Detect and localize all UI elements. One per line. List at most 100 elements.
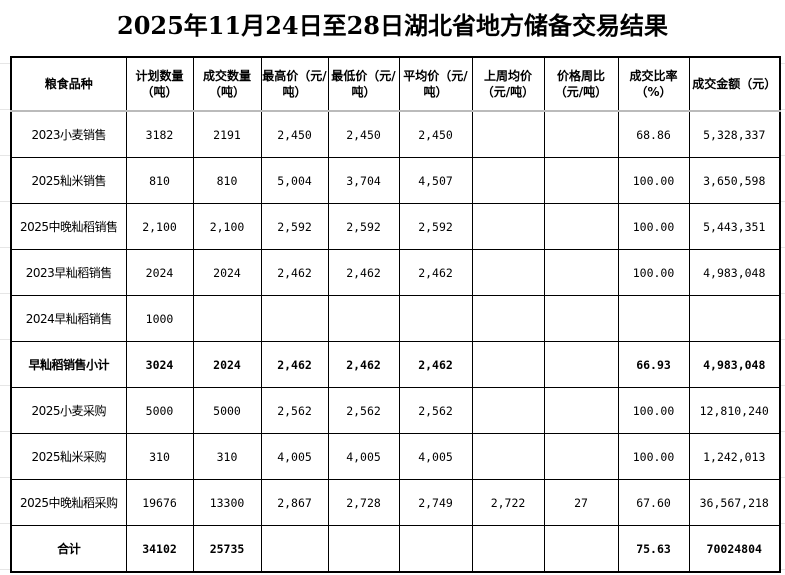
cell-last-week-avg[interactable] [471,525,545,573]
cell-planned-qty[interactable]: 19676 [125,479,194,526]
cell-planned-qty[interactable]: 1000 [125,295,194,342]
cell-avg-price[interactable] [398,295,473,342]
cell-max-price[interactable]: 2,867 [260,479,329,526]
cell-avg-price[interactable]: 2,749 [398,479,473,526]
cell-traded-qty[interactable]: 2024 [192,341,262,388]
cell-trade-rate[interactable]: 100.00 [617,157,690,204]
cell-min-price[interactable] [327,525,400,573]
cell-traded-qty[interactable]: 2024 [192,249,262,296]
cell-week-change[interactable] [543,110,619,158]
cell-max-price[interactable]: 5,004 [260,157,329,204]
cell-grain-type[interactable]: 2025籼米采购 [10,433,127,480]
cell-max-price[interactable] [260,525,329,573]
cell-planned-qty[interactable]: 2024 [125,249,194,296]
cell-week-change[interactable] [543,341,619,388]
cell-week-change[interactable] [543,157,619,204]
cell-last-week-avg[interactable] [471,387,545,434]
cell-week-change[interactable] [543,525,619,573]
cell-max-price[interactable] [260,295,329,342]
cell-trade-rate[interactable]: 100.00 [617,203,690,250]
cell-planned-qty[interactable]: 3024 [125,341,194,388]
cell-trade-rate[interactable]: 100.00 [617,387,690,434]
cell-trade-amount[interactable]: 4,983,048 [688,341,781,388]
cell-traded-qty[interactable]: 13300 [192,479,262,526]
cell-trade-rate[interactable]: 66.93 [617,341,690,388]
cell-planned-qty[interactable]: 310 [125,433,194,480]
cell-min-price[interactable]: 2,592 [327,203,400,250]
cell-min-price[interactable]: 4,005 [327,433,400,480]
cell-max-price[interactable]: 2,562 [260,387,329,434]
cell-max-price[interactable]: 2,450 [260,110,329,158]
cell-planned-qty[interactable]: 34102 [125,525,194,573]
cell-week-change[interactable] [543,249,619,296]
cell-planned-qty[interactable]: 3182 [125,110,194,158]
cell-min-price[interactable]: 2,462 [327,249,400,296]
cell-trade-amount[interactable]: 5,328,337 [688,110,781,158]
cell-week-change[interactable] [543,203,619,250]
cell-last-week-avg[interactable] [471,295,545,342]
cell-grain-type[interactable]: 早籼稻销售小计 [10,341,127,388]
cell-grain-type[interactable]: 2023早籼稻销售 [10,249,127,296]
cell-avg-price[interactable]: 2,462 [398,249,473,296]
cell-grain-type[interactable]: 合计 [10,525,127,573]
cell-min-price[interactable]: 2,462 [327,341,400,388]
cell-last-week-avg[interactable]: 2,722 [471,479,545,526]
cell-trade-amount[interactable]: 70024804 [688,525,781,573]
cell-trade-rate[interactable]: 67.60 [617,479,690,526]
cell-trade-amount[interactable]: 4,983,048 [688,249,781,296]
cell-traded-qty[interactable]: 5000 [192,387,262,434]
cell-trade-rate[interactable]: 68.86 [617,110,690,158]
cell-trade-amount[interactable]: 1,242,013 [688,433,781,480]
cell-min-price[interactable]: 2,562 [327,387,400,434]
cell-min-price[interactable]: 3,704 [327,157,400,204]
cell-traded-qty[interactable]: 310 [192,433,262,480]
cell-last-week-avg[interactable] [471,157,545,204]
cell-avg-price[interactable]: 2,592 [398,203,473,250]
cell-avg-price[interactable]: 2,462 [398,341,473,388]
cell-trade-amount[interactable]: 3,650,598 [688,157,781,204]
cell-last-week-avg[interactable] [471,203,545,250]
cell-avg-price[interactable]: 4,005 [398,433,473,480]
cell-max-price[interactable]: 2,462 [260,249,329,296]
cell-week-change[interactable] [543,433,619,480]
cell-min-price[interactable]: 2,450 [327,110,400,158]
cell-traded-qty[interactable]: 25735 [192,525,262,573]
cell-traded-qty[interactable]: 810 [192,157,262,204]
cell-avg-price[interactable]: 4,507 [398,157,473,204]
cell-trade-rate[interactable]: 75.63 [617,525,690,573]
cell-trade-amount[interactable] [688,295,781,342]
cell-planned-qty[interactable]: 5000 [125,387,194,434]
cell-traded-qty[interactable]: 2191 [192,110,262,158]
cell-avg-price[interactable]: 2,562 [398,387,473,434]
cell-week-change[interactable]: 27 [543,479,619,526]
cell-grain-type[interactable]: 2025小麦采购 [10,387,127,434]
cell-grain-type[interactable]: 2023小麦销售 [10,110,127,158]
cell-trade-rate[interactable]: 100.00 [617,249,690,296]
cell-trade-amount[interactable]: 5,443,351 [688,203,781,250]
cell-avg-price[interactable]: 2,450 [398,110,473,158]
cell-last-week-avg[interactable] [471,433,545,480]
cell-planned-qty[interactable]: 2,100 [125,203,194,250]
cell-grain-type[interactable]: 2025中晚籼稻销售 [10,203,127,250]
cell-trade-amount[interactable]: 36,567,218 [688,479,781,526]
cell-grain-type[interactable]: 2025籼米销售 [10,157,127,204]
cell-max-price[interactable]: 2,592 [260,203,329,250]
cell-traded-qty[interactable]: 2,100 [192,203,262,250]
cell-trade-rate[interactable]: 100.00 [617,433,690,480]
cell-planned-qty[interactable]: 810 [125,157,194,204]
cell-grain-type[interactable]: 2025中晚籼稻采购 [10,479,127,526]
cell-last-week-avg[interactable] [471,110,545,158]
cell-traded-qty[interactable] [192,295,262,342]
cell-avg-price[interactable] [398,525,473,573]
cell-week-change[interactable] [543,295,619,342]
cell-trade-amount[interactable]: 12,810,240 [688,387,781,434]
cell-min-price[interactable] [327,295,400,342]
cell-grain-type[interactable]: 2024早籼稻销售 [10,295,127,342]
cell-max-price[interactable]: 2,462 [260,341,329,388]
cell-last-week-avg[interactable] [471,341,545,388]
cell-trade-rate[interactable] [617,295,690,342]
cell-min-price[interactable]: 2,728 [327,479,400,526]
cell-last-week-avg[interactable] [471,249,545,296]
cell-max-price[interactable]: 4,005 [260,433,329,480]
cell-week-change[interactable] [543,387,619,434]
